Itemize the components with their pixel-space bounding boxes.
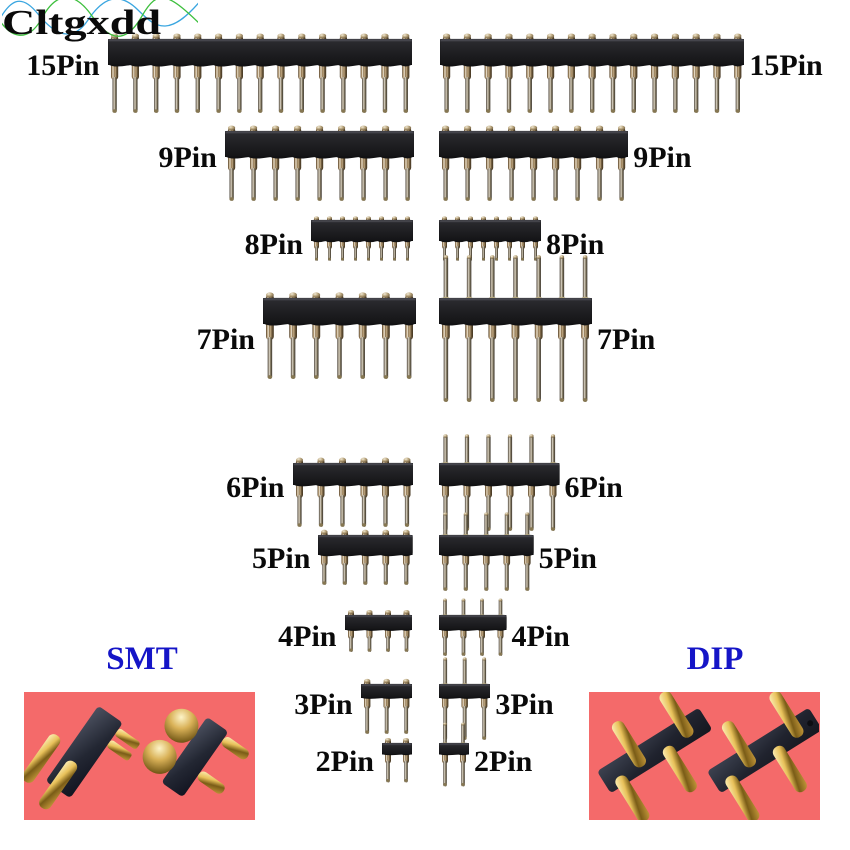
svg-text:Cltgxdd: Cltgxdd	[2, 2, 161, 41]
